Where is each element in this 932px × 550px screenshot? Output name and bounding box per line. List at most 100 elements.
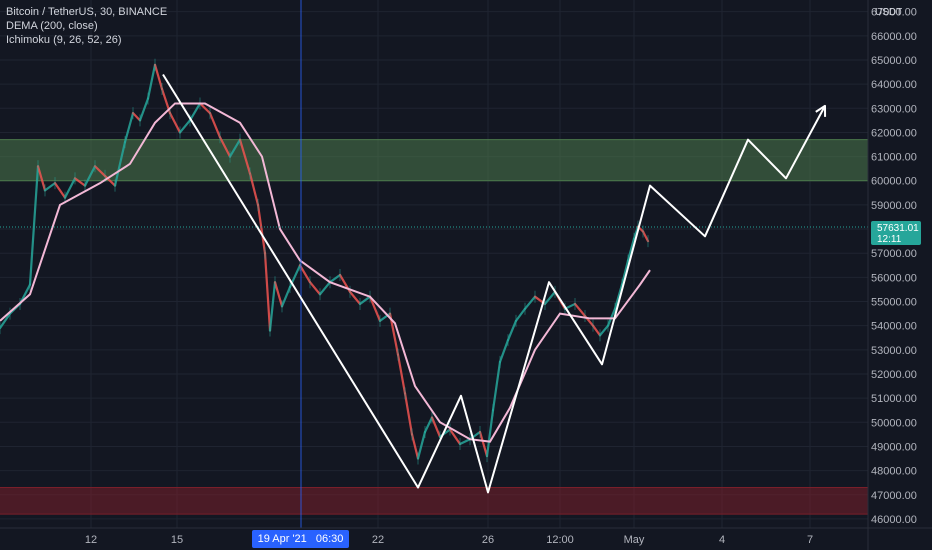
y-tick-label: 62000.00 xyxy=(871,127,917,139)
price-segment xyxy=(348,290,362,306)
price-segment xyxy=(410,433,420,460)
price-segment xyxy=(641,230,650,243)
price-segment xyxy=(103,174,117,187)
price-segment xyxy=(606,307,617,327)
crosshair-time: 06:30 xyxy=(315,533,344,545)
price-segment xyxy=(248,172,260,207)
y-tick-label: 56000.00 xyxy=(871,272,917,284)
dema-line xyxy=(0,102,651,443)
price-segment xyxy=(188,102,202,122)
price-segment xyxy=(208,112,222,139)
price-segment xyxy=(256,203,267,255)
current-price-value: 57631.01 xyxy=(877,223,919,234)
x-tick-label: 15 xyxy=(171,534,183,546)
price-segment xyxy=(458,438,472,446)
price-segment xyxy=(73,177,87,187)
y-tick-label: 60000.00 xyxy=(871,176,917,188)
dema-indicator-label[interactable]: DEMA (200, close) xyxy=(6,20,98,32)
price-segment xyxy=(263,252,272,332)
ichimoku-indicator-label[interactable]: Ichimoku (9, 26, 52, 26) xyxy=(6,34,122,46)
price-segment xyxy=(28,165,40,286)
x-tick-label: 4 xyxy=(719,534,725,546)
price-segment xyxy=(598,324,610,337)
price-segment xyxy=(523,295,537,310)
y-tick-label: 67000.00 xyxy=(871,7,917,19)
y-axis: 46000.00 47000.00 48000.00 49000.00 50000.00… xyxy=(871,7,917,526)
price-segment xyxy=(218,136,232,158)
x-tick-label: 22 xyxy=(372,534,384,546)
price-segment xyxy=(620,259,630,286)
price-segment xyxy=(178,119,192,134)
price-segment xyxy=(146,63,157,100)
y-tick-label: 61000.00 xyxy=(871,152,917,164)
symbol-title[interactable]: Bitcoin / TetherUS, 30, BINANCE xyxy=(6,6,168,18)
current-price-badge: 57631.01 12:11 xyxy=(871,221,921,245)
price-segment xyxy=(591,324,602,337)
price-segment xyxy=(328,273,342,284)
y-tick-label: 49000.00 xyxy=(871,441,917,453)
price-segment xyxy=(430,416,442,438)
price-segment xyxy=(485,409,495,458)
price-segment xyxy=(268,281,277,332)
price-segment xyxy=(153,63,164,91)
price-segment xyxy=(93,165,107,178)
y-tick-label: 57000.00 xyxy=(871,248,917,260)
x-tick-label: 12 xyxy=(85,534,97,546)
zones xyxy=(0,139,868,515)
y-tick-label: 55000.00 xyxy=(871,297,917,309)
price-segment xyxy=(478,430,489,458)
price-segment xyxy=(53,182,67,199)
price-segment xyxy=(138,97,150,122)
y-tick-label: 65000.00 xyxy=(871,55,917,67)
price-segment xyxy=(514,307,527,322)
price-segment xyxy=(198,102,212,115)
y-tick-label: 53000.00 xyxy=(871,345,917,357)
price-segment xyxy=(168,112,182,134)
price-segment xyxy=(613,283,624,310)
price-segment xyxy=(308,281,322,296)
price-segment xyxy=(416,430,427,460)
price-segment xyxy=(626,237,636,262)
x-tick-label: 7 xyxy=(807,534,813,546)
price-segment xyxy=(43,182,57,192)
x-tick-label: 12:00 xyxy=(546,534,574,546)
y-tick-label: 47000.00 xyxy=(871,490,917,502)
x-tick-label: May xyxy=(624,534,645,546)
y-tick-label: 66000.00 xyxy=(871,31,917,43)
y-axis-unit: USDT xyxy=(875,7,903,18)
bar-countdown: 12:11 xyxy=(877,234,902,245)
y-tick-label: 64000.00 xyxy=(871,79,917,91)
projection-arrowhead xyxy=(815,104,827,117)
support-zone xyxy=(0,487,868,515)
price-segment xyxy=(543,290,557,306)
projection-line xyxy=(162,73,826,494)
price-segment xyxy=(506,319,518,342)
price-segment xyxy=(280,285,292,308)
price-segment xyxy=(403,392,414,436)
price-segment xyxy=(423,416,434,434)
price-segment xyxy=(83,165,97,187)
price-segment xyxy=(573,302,587,318)
price-segment xyxy=(468,430,482,441)
price-segment xyxy=(0,312,12,330)
y-tick-label: 50000.00 xyxy=(871,417,917,429)
price-segment xyxy=(273,281,284,308)
price-segment xyxy=(36,165,47,192)
price-segment xyxy=(396,353,407,395)
y-tick-label: 59000.00 xyxy=(871,200,917,212)
price-segment xyxy=(491,360,502,412)
y-tick-label: 51000.00 xyxy=(871,393,917,405)
price-segment xyxy=(63,177,77,199)
y-tick-label: 46000.00 xyxy=(871,514,917,526)
legend: Bitcoin / TetherUS, 30, BINANCE DEMA (20… xyxy=(6,5,167,47)
price-segment xyxy=(368,295,382,322)
y-tick-label: 63000.00 xyxy=(871,103,917,115)
y-tick-label: 52000.00 xyxy=(871,369,917,381)
projection-path xyxy=(162,73,827,494)
price-segment xyxy=(358,295,372,306)
x-tick-label: 26 xyxy=(482,534,494,546)
price-segment xyxy=(318,281,332,296)
y-tick-label: 54000.00 xyxy=(871,321,917,333)
